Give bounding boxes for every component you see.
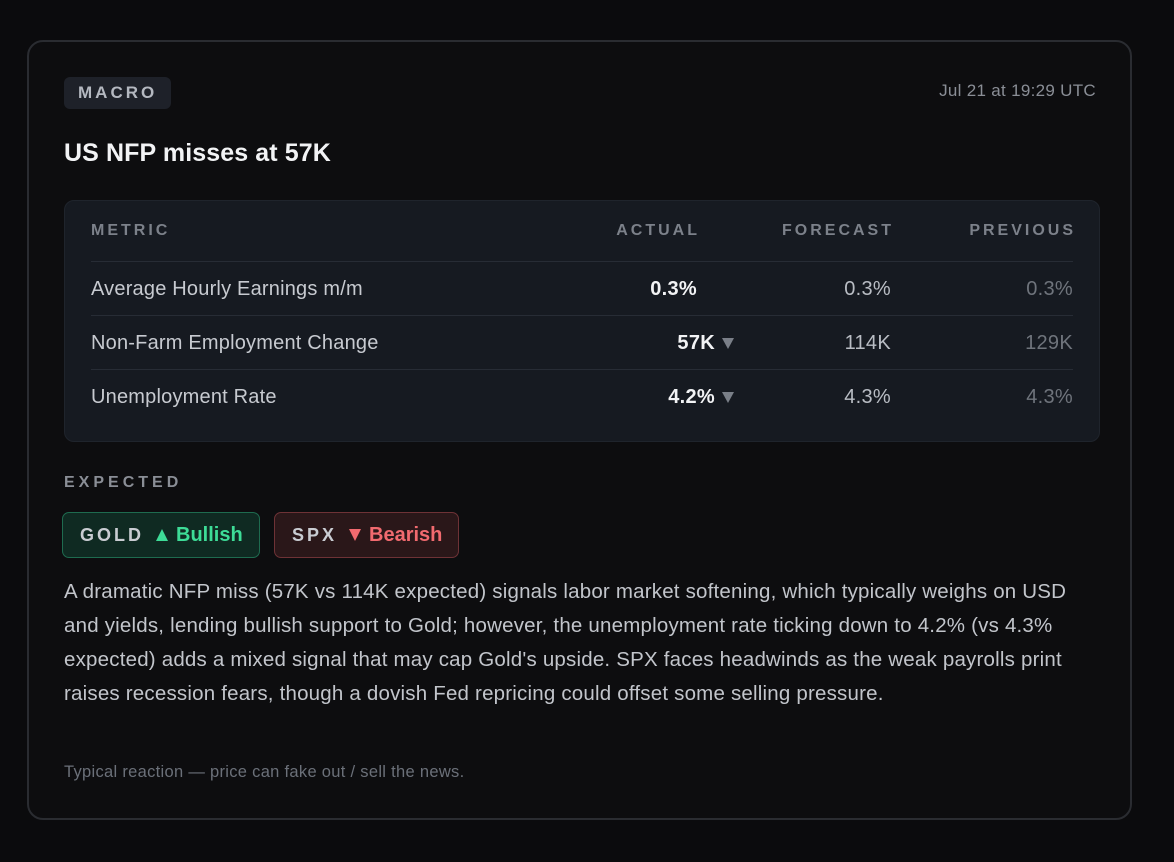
previous-value: 4.3% bbox=[1026, 385, 1073, 408]
actual-value-cell: 4.2% bbox=[668, 370, 734, 424]
metric-name: Unemployment Rate bbox=[91, 385, 277, 408]
table-row: Average Hourly Earnings m/m 0.3% 0.3% 0.… bbox=[91, 261, 1073, 316]
metric-name: Non-Farm Employment Change bbox=[91, 331, 379, 354]
header-previous: PREVIOUS bbox=[969, 222, 1076, 239]
triangle-down-icon bbox=[349, 529, 362, 541]
actual-value-cell: 57K bbox=[677, 316, 734, 370]
previous-value: 129K bbox=[1025, 331, 1073, 354]
actual-value-cell: 0.3% bbox=[650, 262, 697, 316]
headline: US NFP misses at 57K bbox=[64, 139, 331, 167]
actual-value: 4.2% bbox=[668, 385, 715, 408]
table-row: Unemployment Rate 4.2% 4.3% 4.3% bbox=[91, 369, 1073, 424]
triangle-down-icon bbox=[722, 338, 734, 349]
timestamp: Jul 21 at 19:29 UTC bbox=[939, 81, 1096, 100]
header-actual: ACTUAL bbox=[616, 222, 700, 239]
metrics-table: METRIC ACTUAL FORECAST PREVIOUS Average … bbox=[64, 200, 1100, 442]
asset-name: GOLD bbox=[80, 524, 144, 545]
forecast-value: 114K bbox=[844, 331, 891, 354]
spx-outlook-badge: SPX Bearish bbox=[274, 512, 460, 558]
metric-name: Average Hourly Earnings m/m bbox=[91, 277, 363, 300]
actual-value: 57K bbox=[677, 331, 715, 354]
footnote: Typical reaction — price can fake out / … bbox=[64, 763, 465, 781]
header-forecast: FORECAST bbox=[782, 222, 894, 239]
previous-value: 0.3% bbox=[1026, 277, 1073, 300]
forecast-value: 4.3% bbox=[844, 385, 891, 408]
gold-outlook-badge: GOLD Bullish bbox=[62, 512, 260, 558]
actual-value: 0.3% bbox=[650, 277, 697, 300]
triangle-down-icon bbox=[722, 392, 734, 403]
news-card: MACRO Jul 21 at 19:29 UTC US NFP misses … bbox=[27, 40, 1132, 820]
category-tag: MACRO bbox=[64, 77, 172, 109]
table-row: Non-Farm Employment Change 57K 114K 129K bbox=[91, 315, 1073, 370]
direction-label: Bearish bbox=[369, 523, 443, 546]
expected-label: EXPECTED bbox=[64, 474, 183, 491]
analysis-text: A dramatic NFP miss (57K vs 114K expecte… bbox=[64, 580, 1067, 705]
direction-label: Bullish bbox=[176, 523, 243, 546]
table-header: METRIC ACTUAL FORECAST PREVIOUS bbox=[91, 201, 1073, 261]
forecast-value: 0.3% bbox=[844, 277, 891, 300]
header-metric: METRIC bbox=[91, 222, 171, 239]
triangle-up-icon bbox=[156, 529, 168, 541]
asset-name: SPX bbox=[292, 524, 338, 545]
